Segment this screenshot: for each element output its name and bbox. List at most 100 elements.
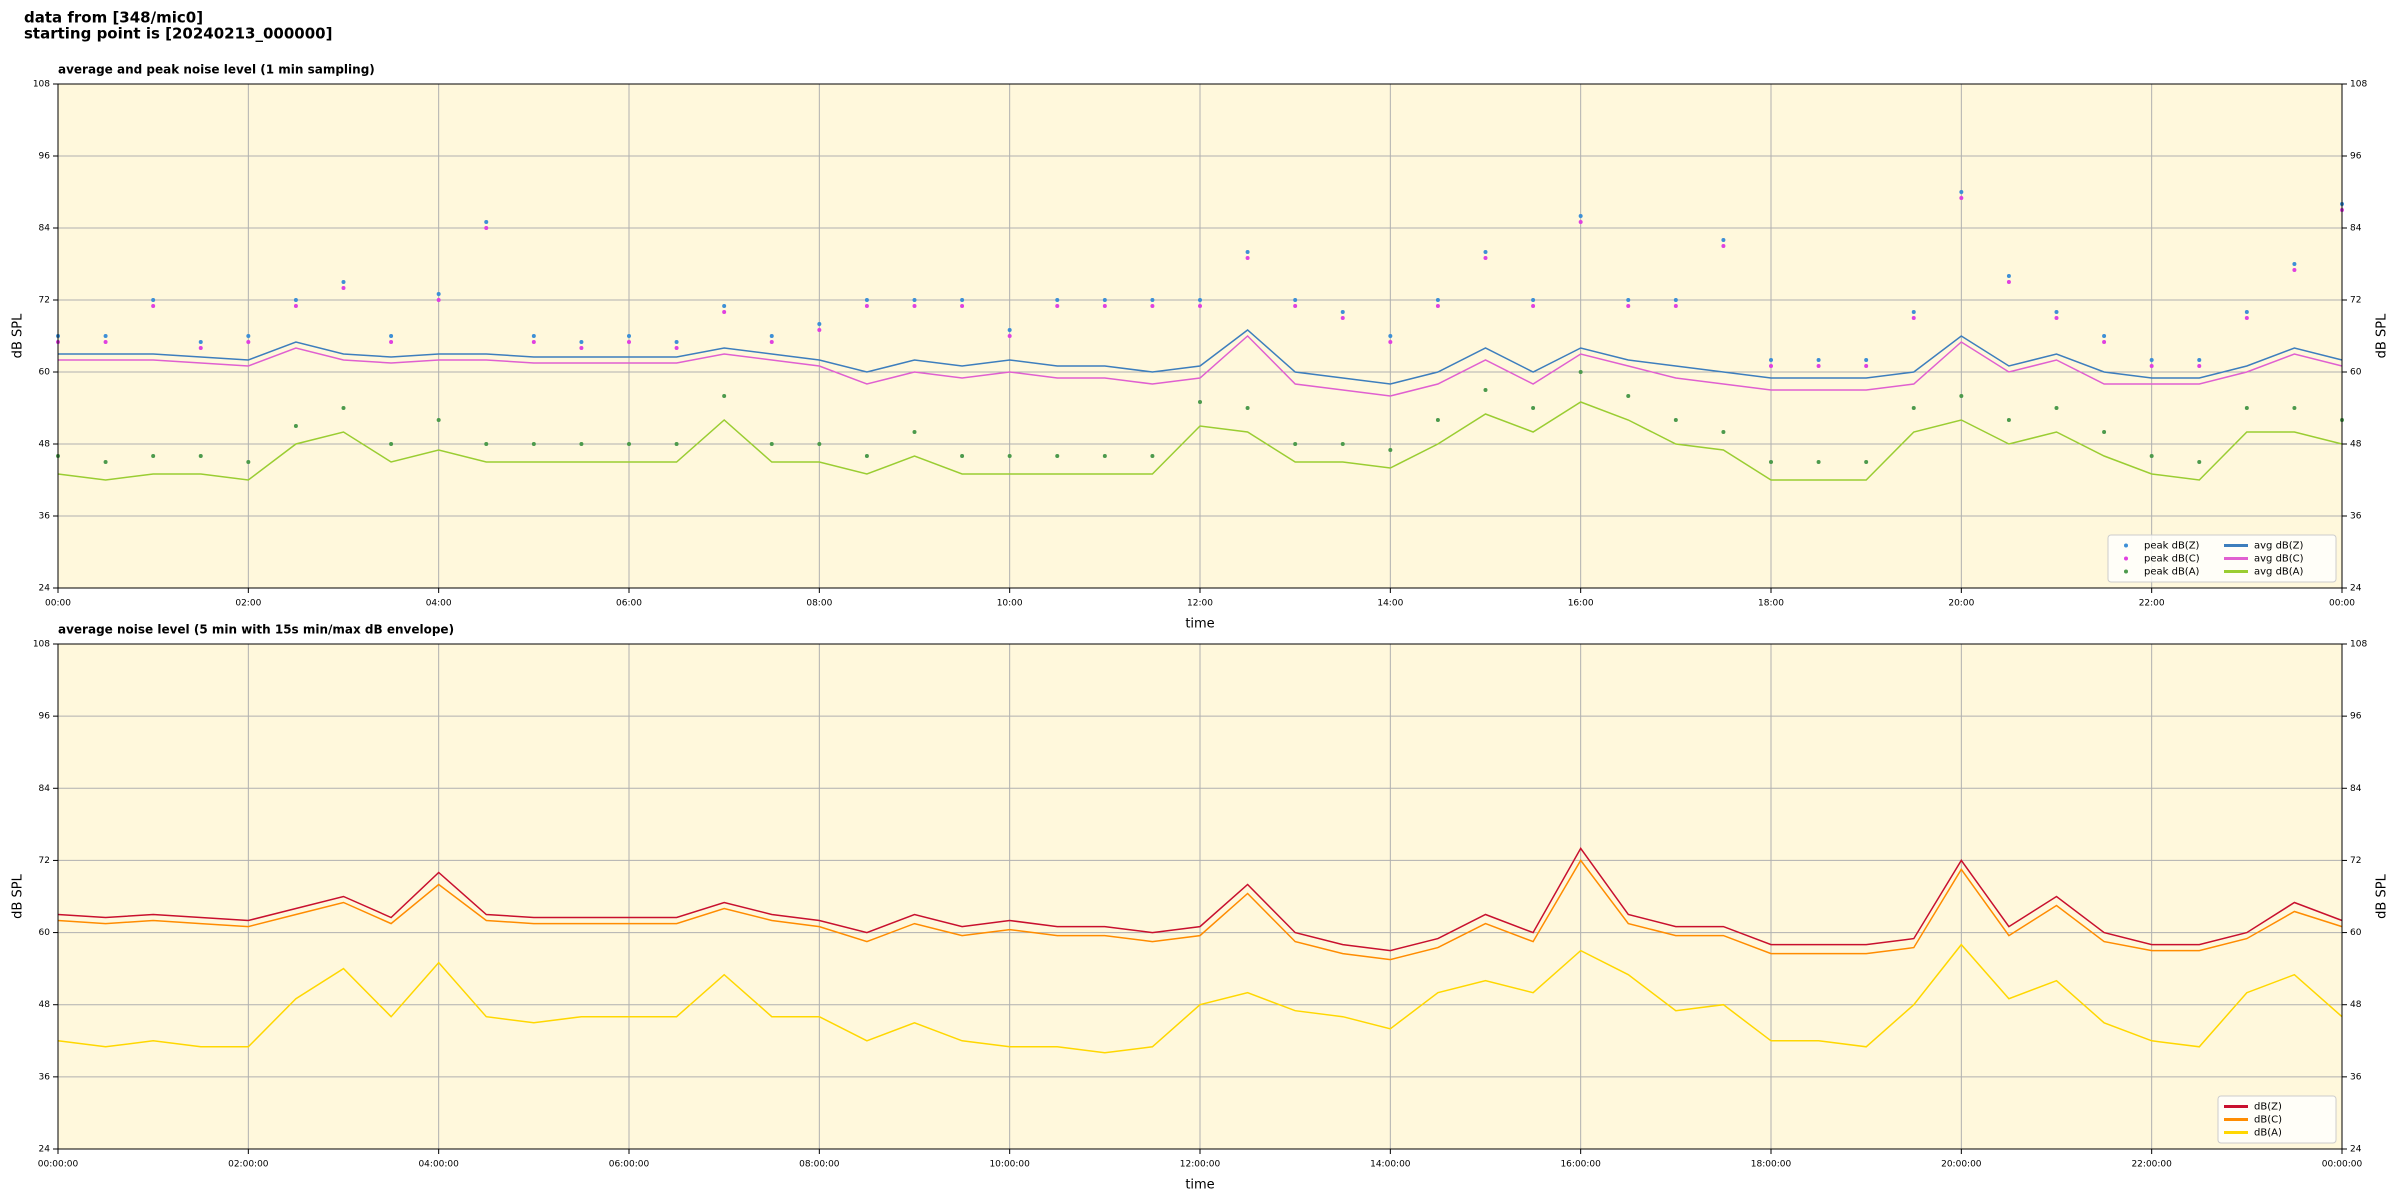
x-tick-label: 06:00:00 bbox=[609, 1160, 650, 1170]
peak-point bbox=[1769, 364, 1773, 368]
peak-point bbox=[1340, 442, 1345, 446]
peak-point bbox=[1911, 316, 1916, 320]
x-tick-label: 14:00:00 bbox=[1370, 1160, 1411, 1170]
peak-point bbox=[1769, 358, 1773, 362]
legend-marker bbox=[2124, 556, 2128, 561]
y-tick-label: 84 bbox=[39, 224, 51, 234]
peak-point bbox=[1673, 298, 1678, 302]
peak-point bbox=[1864, 364, 1869, 368]
peak-point bbox=[817, 442, 822, 446]
x-tick-label: 14:00 bbox=[1377, 599, 1403, 609]
peak-point bbox=[293, 298, 298, 302]
peak-point bbox=[1959, 394, 1964, 398]
peak-point bbox=[1055, 298, 1060, 302]
x-tick-label: 02:00:00 bbox=[228, 1160, 269, 1170]
peak-point bbox=[1150, 304, 1155, 308]
y-tick-label: 96 bbox=[39, 152, 51, 162]
peak-point bbox=[2054, 316, 2059, 320]
y-tick-label: 36 bbox=[39, 512, 51, 522]
peak-point bbox=[912, 304, 917, 308]
y-tick-label: 84 bbox=[39, 784, 51, 794]
x-axis-label: time bbox=[1185, 617, 1214, 632]
peak-point bbox=[2244, 406, 2249, 410]
legend-label: dB(C) bbox=[2254, 1115, 2282, 1126]
y-tick-label: 24 bbox=[39, 584, 51, 594]
peak-point bbox=[769, 442, 774, 446]
legend-label: peak dB(Z) bbox=[2144, 541, 2200, 552]
peak-point bbox=[103, 334, 108, 338]
peak-point bbox=[1483, 250, 1488, 254]
y2-tick-label: 36 bbox=[2350, 512, 2362, 522]
y2-tick-label: 72 bbox=[2350, 856, 2361, 866]
peak-point bbox=[2102, 340, 2107, 344]
x-tick-label: 20:00 bbox=[1948, 599, 1974, 609]
peak-point bbox=[817, 322, 822, 326]
peak-point bbox=[960, 298, 965, 302]
peak-point bbox=[1673, 304, 1678, 308]
peak-point bbox=[2149, 364, 2154, 368]
y-tick-label: 108 bbox=[33, 640, 50, 650]
series-line bbox=[57, 943, 2343, 1054]
x-tick-label: 04:00:00 bbox=[418, 1160, 459, 1170]
peak-point bbox=[1816, 460, 1821, 464]
peak-point bbox=[864, 304, 869, 308]
series-line bbox=[57, 401, 2343, 481]
peak-point bbox=[1626, 394, 1631, 398]
peak-point bbox=[1245, 256, 1250, 260]
x-tick-label: 18:00 bbox=[1758, 599, 1784, 609]
y2-tick-label: 60 bbox=[2350, 928, 2362, 938]
y-tick-label: 108 bbox=[33, 80, 50, 90]
peak-point bbox=[1531, 298, 1536, 302]
x-tick-label: 08:00:00 bbox=[799, 1160, 840, 1170]
x-tick-label: 12:00:00 bbox=[1180, 1160, 1221, 1170]
peak-point bbox=[1245, 406, 1250, 410]
peak-point bbox=[722, 310, 727, 314]
y-tick-label: 60 bbox=[39, 928, 51, 938]
peak-point bbox=[246, 340, 251, 344]
peak-point bbox=[1435, 418, 1440, 422]
peak-point bbox=[960, 454, 965, 458]
series-line bbox=[58, 334, 2343, 397]
peak-point bbox=[1102, 454, 1107, 458]
x-tick-label: 04:00 bbox=[426, 599, 452, 609]
peak-point bbox=[1388, 340, 1393, 344]
y2-axis-label: dB SPL bbox=[2375, 313, 2390, 358]
peak-point bbox=[246, 334, 251, 338]
peak-point bbox=[1626, 304, 1631, 308]
peak-point bbox=[436, 298, 441, 302]
y-tick-label: 48 bbox=[39, 1000, 51, 1010]
peak-point bbox=[1150, 454, 1155, 458]
peak-point bbox=[1578, 220, 1583, 224]
y2-tick-label: 48 bbox=[2350, 1000, 2362, 1010]
peak-point bbox=[293, 304, 298, 308]
peak-point bbox=[1055, 454, 1060, 458]
peak-point bbox=[2102, 430, 2107, 434]
peak-point bbox=[627, 334, 631, 338]
peak-point bbox=[531, 442, 536, 446]
y-tick-label: 72 bbox=[39, 856, 50, 866]
legend-label: peak dB(C) bbox=[2144, 554, 2200, 565]
peak-point bbox=[1340, 310, 1345, 314]
peak-point bbox=[2292, 406, 2297, 410]
peak-point bbox=[912, 430, 917, 434]
peak-point bbox=[1721, 238, 1726, 242]
peak-point bbox=[531, 340, 536, 344]
peak-point bbox=[579, 442, 584, 446]
page-title: starting point is [20240213_000000] bbox=[24, 25, 332, 43]
legend-label: dB(Z) bbox=[2254, 1102, 2282, 1113]
peak-point bbox=[1721, 244, 1726, 248]
peak-point bbox=[1816, 358, 1821, 362]
y2-tick-label: 108 bbox=[2350, 640, 2367, 650]
peak-point bbox=[1293, 442, 1298, 446]
peak-point bbox=[722, 394, 727, 398]
peak-point bbox=[1007, 328, 1012, 332]
y-tick-label: 72 bbox=[39, 296, 50, 306]
y2-tick-label: 84 bbox=[2350, 784, 2362, 794]
legend-label: avg dB(C) bbox=[2254, 554, 2304, 565]
peak-point bbox=[103, 340, 108, 344]
legend-label: avg dB(Z) bbox=[2254, 541, 2304, 552]
peak-point bbox=[1911, 406, 1916, 410]
page-title: data from [348/mic0] bbox=[24, 9, 203, 27]
peak-point bbox=[960, 304, 965, 308]
